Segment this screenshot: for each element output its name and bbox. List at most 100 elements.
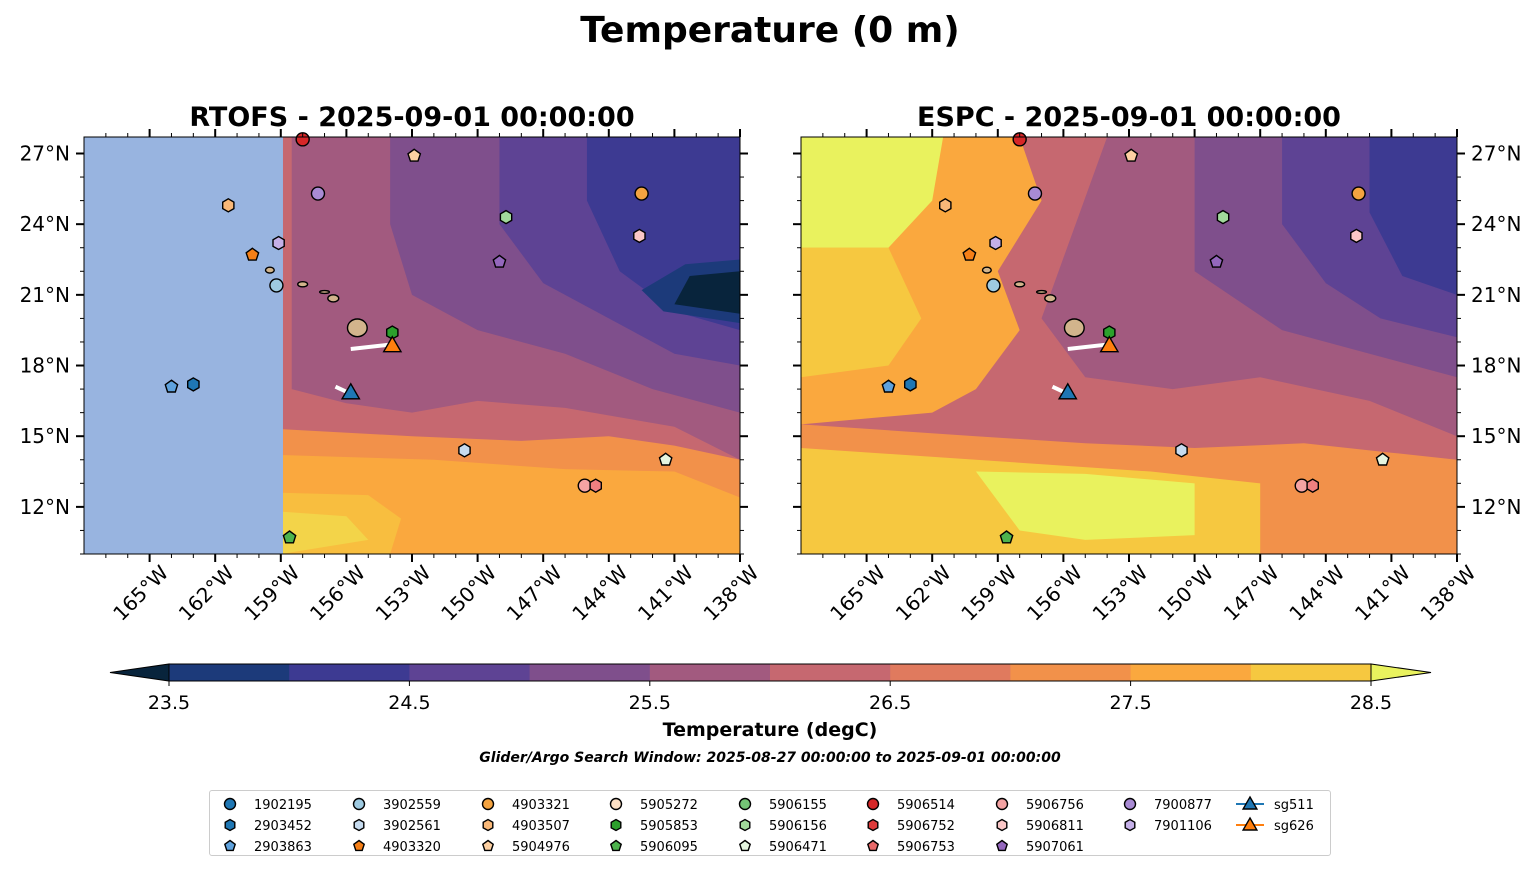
legend-label: 5906752 (897, 819, 955, 834)
colorbar-tick-label: 25.5 (629, 692, 671, 714)
island (1044, 294, 1057, 303)
y-tick-label: 24°N (1471, 212, 1521, 236)
temperature-field (84, 137, 740, 554)
x-tick-label: 153°W (1088, 560, 1153, 625)
rtofs-map-panel: RTOFS - 2025-09-01 00:00:00 165°W 162°W 159… (20, 102, 764, 626)
colorbar-segment (1010, 664, 1132, 681)
argo-float-7901106 (989, 235, 1002, 251)
argo-float-5906514 (1012, 132, 1027, 147)
legend-label: 1902195 (254, 798, 312, 813)
legend-label: 5907061 (1026, 840, 1084, 855)
argo-float-7900877 (1027, 186, 1043, 201)
argo-float-5906095 (282, 530, 297, 544)
legend-marker-3902561 (353, 818, 365, 832)
legend-marker-2903452 (224, 818, 236, 832)
glider-sg511 (340, 382, 361, 400)
argo-float-2903863 (164, 379, 179, 393)
y-tick-label: 18°N (20, 354, 70, 378)
legend-label: sg511 (1274, 798, 1314, 813)
legend-label: 2903452 (254, 819, 312, 834)
x-tick-label: 138°W (699, 560, 764, 625)
legend-label: 7901106 (1154, 819, 1212, 834)
legend-label: 2903863 (254, 840, 312, 855)
legend-marker-5906756 (995, 797, 1009, 811)
argo-float-3902561 (1175, 442, 1188, 458)
x-tick-label: 162°W (174, 560, 239, 625)
y-tick-label: 27°N (1471, 141, 1521, 165)
colorbar-tick-label: 27.5 (1109, 692, 1151, 714)
legend: 1902195 2903452 2903863 3902559 3902561 49033… (209, 790, 1331, 856)
legend-marker-sg511 (1241, 795, 1259, 810)
temperature-field (801, 137, 1457, 554)
temp-band (801, 247, 922, 378)
argo-float-4903321 (634, 186, 649, 201)
colorbar: 23.5 24.5 25.5 26.5 27.5 28.5 (109, 663, 1432, 714)
legend-marker-5906514 (866, 797, 880, 811)
glider-sg511 (1057, 382, 1078, 400)
legend-marker-5906752 (867, 818, 879, 832)
x-tick-label: 147°W (502, 560, 567, 625)
colorbar-segment (169, 664, 290, 681)
y-tick-label: 21°N (20, 283, 70, 307)
x-tick-label: 156°W (305, 560, 370, 625)
legend-label: 5906471 (769, 840, 827, 855)
search-window-subtitle: Glider/Argo Search Window: 2025-08-27 00… (479, 750, 1061, 766)
temp-band (975, 471, 1195, 540)
x-tick-label: 141°W (1350, 560, 1415, 625)
legend-label: 4903507 (512, 819, 570, 834)
x-tick-label: 165°W (825, 560, 890, 625)
x-tick-label: 138°W (1416, 560, 1481, 625)
temp-band (280, 492, 402, 554)
y-tick-label: 18°N (1471, 354, 1521, 378)
argo-float-2903452 (186, 377, 200, 392)
x-tick-label: 141°W (633, 560, 698, 625)
legend-label: 5906514 (897, 798, 955, 813)
colorbar-tick-label: 23.5 (148, 692, 190, 714)
argo-float-4903507 (221, 197, 235, 213)
legend-items: 1902195 2903452 2903863 3902559 3902561 49033… (223, 795, 1314, 855)
argo-float-5906756b (589, 478, 602, 494)
legend-label: 7900877 (1154, 798, 1212, 813)
legend-marker-3902559 (352, 797, 366, 811)
colorbar-segment (409, 664, 531, 681)
argo-float-5906756 (1294, 478, 1309, 493)
x-tick-label: 159°W (956, 560, 1021, 625)
legend-marker-5904976 (481, 839, 495, 852)
argo-float-5906514 (295, 132, 310, 147)
argo-float-5906756 (577, 478, 592, 493)
y-tick-label: 27°N (20, 141, 70, 165)
figure-title: Temperature (0 m) (580, 10, 959, 51)
legend-marker-sg626 (1241, 816, 1259, 831)
y-tick-label: 21°N (1471, 283, 1521, 307)
argo-float-2903863 (881, 379, 896, 393)
x-tick-label: 150°W (436, 560, 501, 625)
island (981, 266, 992, 274)
argo-float-3902559 (986, 278, 1001, 293)
colorbar-segment (1130, 664, 1252, 681)
legend-marker-5906095 (609, 839, 623, 852)
legend-label: 4903321 (512, 798, 570, 813)
island (264, 266, 275, 274)
legend-marker-4903320 (352, 839, 366, 852)
argo-float-4903320 (245, 247, 260, 261)
colorbar-segment (529, 664, 651, 681)
colorbar-tick-label: 26.5 (869, 692, 911, 714)
legend-label: 5905272 (640, 798, 698, 813)
legend-label: 5906156 (769, 819, 827, 834)
legend-label: 5906811 (1026, 819, 1084, 834)
glider-track (1067, 342, 1110, 352)
legend-marker-2903863 (223, 839, 237, 852)
island (327, 294, 340, 303)
legend-label: sg626 (1274, 819, 1314, 834)
x-tick-label: 153°W (371, 560, 436, 625)
legend-marker-5905853 (610, 818, 622, 832)
legend-marker-4903321 (481, 797, 495, 811)
island (318, 289, 331, 295)
argo-float-2903452 (904, 377, 917, 392)
colorbar-segment (890, 664, 1011, 681)
argo-float-7900877 (310, 186, 326, 201)
colorbar-segment (770, 664, 891, 681)
argo-float-4903320 (962, 247, 977, 261)
argo-float-5906471 (1375, 452, 1390, 466)
x-tick-label: 144°W (1284, 560, 1349, 625)
